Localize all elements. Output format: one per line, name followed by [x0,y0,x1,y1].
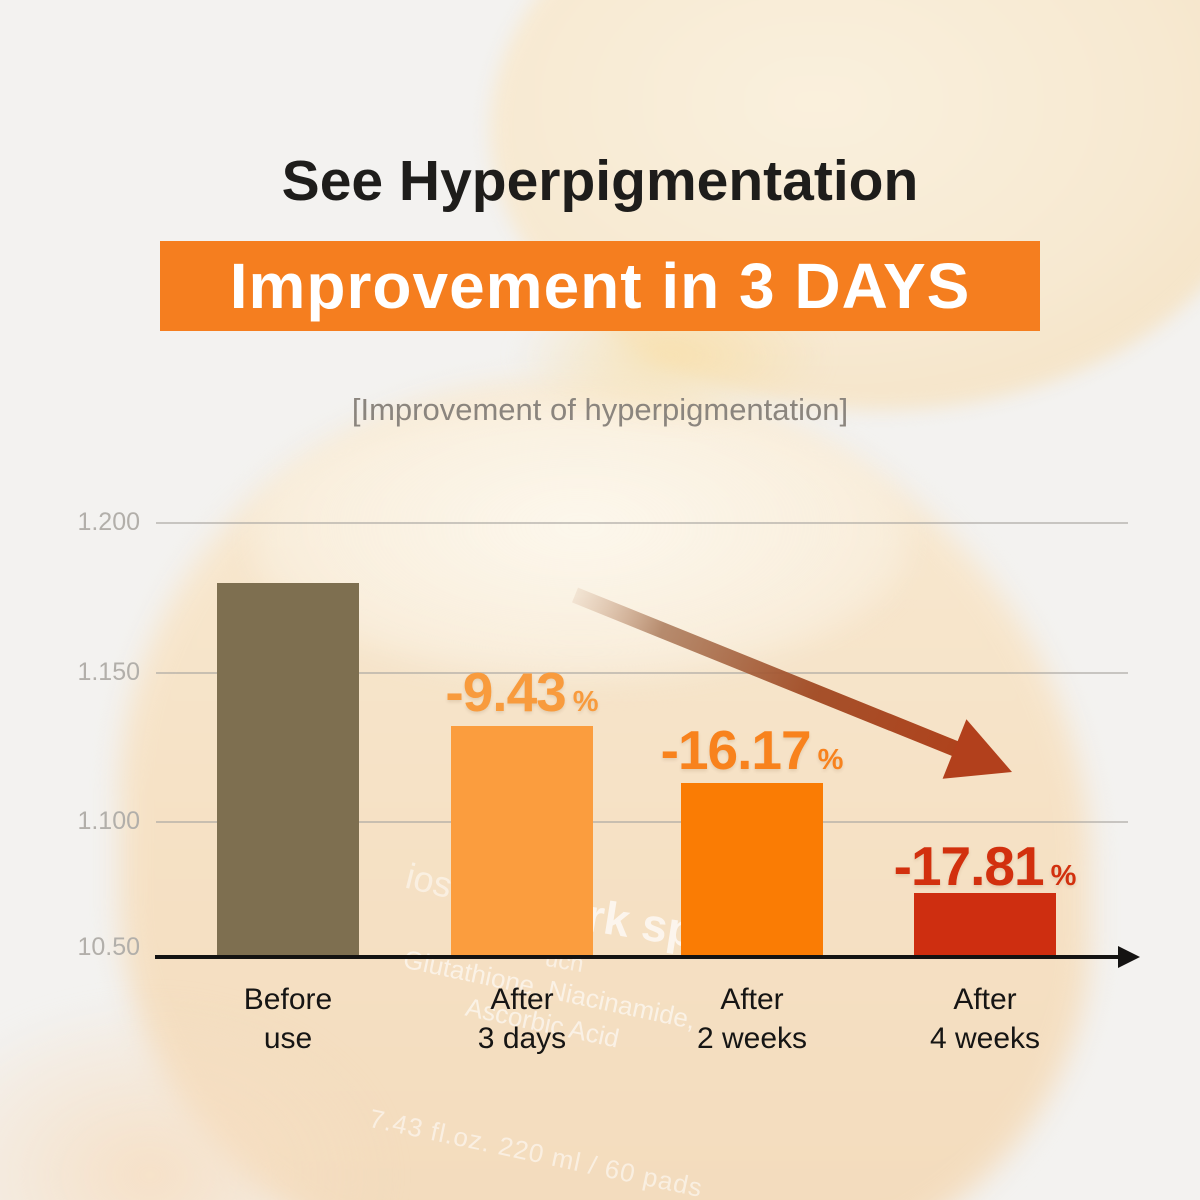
chart-subtitle: [Improvement of hyperpigmentation] [351,392,849,427]
pct-value: -9.43 [445,661,566,723]
percent-sign: % [1050,860,1077,892]
bar-after-2-weeks [681,783,823,959]
x-label-after-4-weeks: After 4 weeks [885,980,1085,1058]
title-highlight-text: Improvement in 3 DAYS [229,250,971,322]
product-lid-shape [640,0,1200,260]
title-highlight-band: Improvement in 3 DAYS [160,241,1040,331]
x-label-after-2-weeks: After 2 weeks [652,980,852,1058]
percent-sign: % [572,686,599,718]
x-label-line1: After [953,983,1017,1016]
y-tick-label: 1.100 [77,807,140,835]
x-label-line1: Before [243,983,333,1016]
bar-after-4-weeks [914,893,1056,959]
x-label-line1: After [720,983,784,1016]
x-label-before-use: Before use [188,980,388,1058]
bar-before-use [217,583,359,959]
percent-sign: % [817,744,844,776]
y-tick-label: 10.50 [77,933,140,961]
y-tick-label: 1.200 [77,508,140,536]
x-label-line2: 4 weeks [929,1022,1041,1055]
pct-change-2-weeks: -16.17% [612,718,892,782]
watermark-bottle-size: 7.43 fl.oz. 220 ml / 60 pads [366,1102,706,1200]
y-tick-label: 1.150 [77,658,140,686]
pct-value: -16.17 [660,719,812,781]
pct-change-4-weeks: -17.81% [845,834,1125,898]
x-label-after-3-days: After 3 days [422,980,622,1058]
x-label-line1: After [490,983,554,1016]
bar-after-3-days [451,726,593,959]
pct-value: -17.81 [893,835,1045,897]
watermark-fragment: ios [401,855,457,906]
pct-change-3-days: -9.43% [382,660,662,724]
x-label-line2: 2 weeks [696,1022,808,1055]
x-axis-line [155,955,1120,959]
x-label-line2: 3 days [477,1022,567,1055]
gridline-1200 [156,522,1128,524]
x-axis-arrowhead-icon [1118,946,1140,968]
x-label-line2: use [263,1022,313,1055]
page-title: See Hyperpigmentation [281,149,919,213]
